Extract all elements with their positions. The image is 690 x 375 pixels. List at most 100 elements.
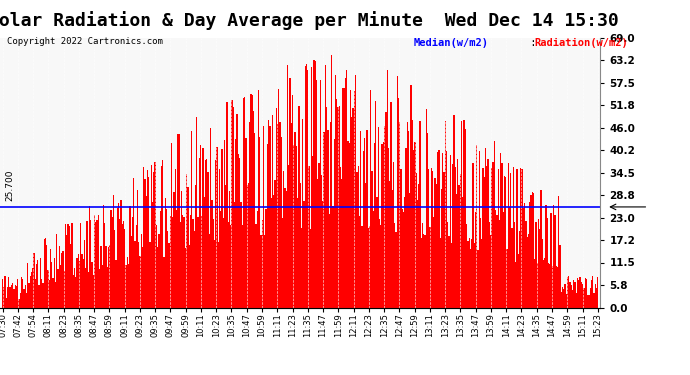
Bar <box>22 279 23 308</box>
Bar <box>219 170 220 308</box>
Bar <box>17 279 19 308</box>
Bar <box>33 253 34 308</box>
Bar <box>326 107 327 308</box>
Bar <box>90 220 92 308</box>
Bar <box>452 164 453 308</box>
Bar <box>295 132 296 308</box>
Bar <box>94 214 95 308</box>
Bar <box>549 264 551 308</box>
Bar <box>223 218 224 308</box>
Bar <box>240 202 241 308</box>
Bar <box>42 284 43 308</box>
Bar <box>146 196 147 308</box>
Bar <box>115 260 117 308</box>
Bar <box>562 287 563 308</box>
Text: Solar Radiation & Day Average per Minute  Wed Dec 14 15:30: Solar Radiation & Day Average per Minute… <box>0 11 619 30</box>
Bar <box>448 236 450 308</box>
Bar <box>455 167 456 308</box>
Bar <box>103 205 104 308</box>
Bar <box>110 210 112 308</box>
Bar <box>185 248 186 308</box>
Bar <box>353 108 354 307</box>
Bar <box>237 114 238 308</box>
Bar <box>413 150 414 308</box>
Bar <box>426 110 427 308</box>
Bar <box>553 205 554 308</box>
Bar <box>267 144 268 308</box>
Bar <box>422 222 423 308</box>
Bar <box>2 279 3 308</box>
Bar <box>208 234 210 308</box>
Bar <box>14 285 16 308</box>
Bar <box>83 259 84 308</box>
Bar <box>153 172 155 308</box>
Bar <box>597 277 598 308</box>
Bar <box>581 282 582 308</box>
Bar <box>173 192 175 308</box>
Bar <box>260 235 262 308</box>
Bar <box>350 90 351 308</box>
Bar <box>21 278 22 308</box>
Bar <box>147 170 148 308</box>
Bar <box>245 138 246 308</box>
Bar <box>365 183 366 308</box>
Bar <box>480 218 481 308</box>
Text: :: : <box>524 38 543 48</box>
Bar <box>202 148 204 308</box>
Bar <box>404 196 406 308</box>
Bar <box>447 222 448 308</box>
Bar <box>168 243 170 308</box>
Bar <box>63 272 65 308</box>
Bar <box>444 121 446 308</box>
Bar <box>233 107 234 307</box>
Bar <box>524 202 525 308</box>
Bar <box>504 177 505 308</box>
Bar <box>162 160 164 308</box>
Bar <box>191 131 193 308</box>
Bar <box>546 218 548 308</box>
Bar <box>568 276 569 308</box>
Bar <box>493 162 494 308</box>
Bar <box>514 222 515 308</box>
Bar <box>45 238 46 308</box>
Bar <box>181 191 182 308</box>
Bar <box>175 169 176 308</box>
Bar <box>451 243 452 308</box>
Bar <box>564 284 566 308</box>
Bar <box>275 108 277 307</box>
Bar <box>59 246 60 308</box>
Bar <box>563 289 564 308</box>
Bar <box>389 181 391 308</box>
Bar <box>166 209 167 308</box>
Bar <box>279 122 281 308</box>
Bar <box>528 234 529 308</box>
Bar <box>137 190 138 308</box>
Bar <box>311 67 312 308</box>
Bar <box>301 228 302 308</box>
Bar <box>400 170 402 308</box>
Bar <box>497 169 499 308</box>
Bar <box>519 231 520 308</box>
Bar <box>182 215 184 308</box>
Bar <box>70 244 71 308</box>
Bar <box>319 80 321 308</box>
Bar <box>499 220 500 308</box>
Bar <box>196 117 197 308</box>
Bar <box>393 162 394 308</box>
Bar <box>331 55 333 308</box>
Bar <box>371 171 373 308</box>
Bar <box>356 172 357 308</box>
Bar <box>394 223 395 308</box>
Bar <box>65 224 66 308</box>
Bar <box>351 117 353 308</box>
Bar <box>340 167 341 308</box>
Bar <box>141 234 142 308</box>
Bar <box>84 240 85 308</box>
Bar <box>357 166 359 308</box>
Bar <box>415 173 417 308</box>
Bar <box>379 219 380 308</box>
Bar <box>54 258 55 307</box>
Bar <box>77 254 79 308</box>
Bar <box>205 159 206 308</box>
Bar <box>157 248 158 308</box>
